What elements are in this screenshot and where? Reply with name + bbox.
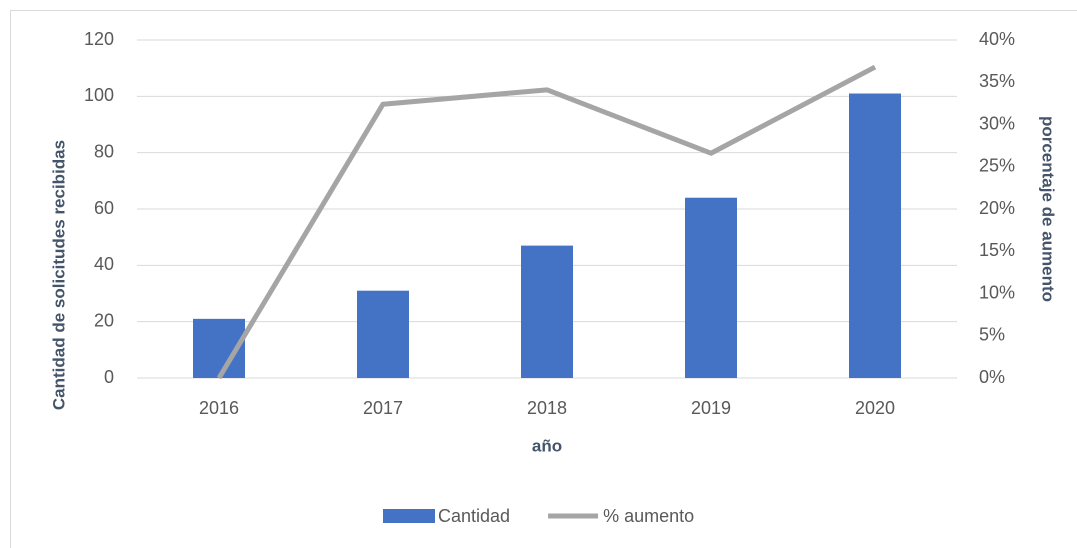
x-axis-title: año — [532, 436, 562, 455]
y2-tick-label: 5% — [979, 325, 1005, 345]
y2-tick-label: 35% — [979, 71, 1015, 91]
bar — [521, 245, 573, 378]
y2-tick-label: 25% — [979, 156, 1015, 176]
bar — [357, 290, 409, 378]
y-axis-title: Cantidad de solicitudes recibidas — [49, 140, 68, 410]
y2-axis-title: porcentaje de aumento — [1039, 116, 1058, 302]
y-tick-label: 60 — [94, 198, 114, 218]
y2-tick-label: 30% — [979, 113, 1015, 133]
line — [216, 64, 877, 380]
y2-tick-label: 0% — [979, 367, 1005, 387]
y-tick-label: 120 — [84, 29, 114, 49]
y2-tick-label: 10% — [979, 282, 1015, 302]
y-tick-label: 40 — [94, 254, 114, 274]
legend-label: Cantidad — [438, 506, 510, 526]
y2-tick-label: 40% — [979, 29, 1015, 49]
x-tick-label: 2018 — [527, 398, 567, 418]
bar — [685, 197, 737, 378]
legend-swatch — [383, 509, 435, 523]
y-tick-label: 20 — [94, 310, 114, 330]
y2-tick-label: 20% — [979, 198, 1015, 218]
y-tick-label: 80 — [94, 141, 114, 161]
x-tick-label: 2019 — [691, 398, 731, 418]
y-tick-label: 0 — [104, 367, 114, 387]
y-tick-label: 100 — [84, 85, 114, 105]
x-tick-label: 2017 — [363, 398, 403, 418]
bar — [849, 93, 901, 379]
legend-label: % aumento — [603, 506, 694, 526]
x-tick-label: 2016 — [199, 398, 239, 418]
x-tick-label: 2020 — [855, 398, 895, 418]
y2-tick-label: 15% — [979, 240, 1015, 260]
